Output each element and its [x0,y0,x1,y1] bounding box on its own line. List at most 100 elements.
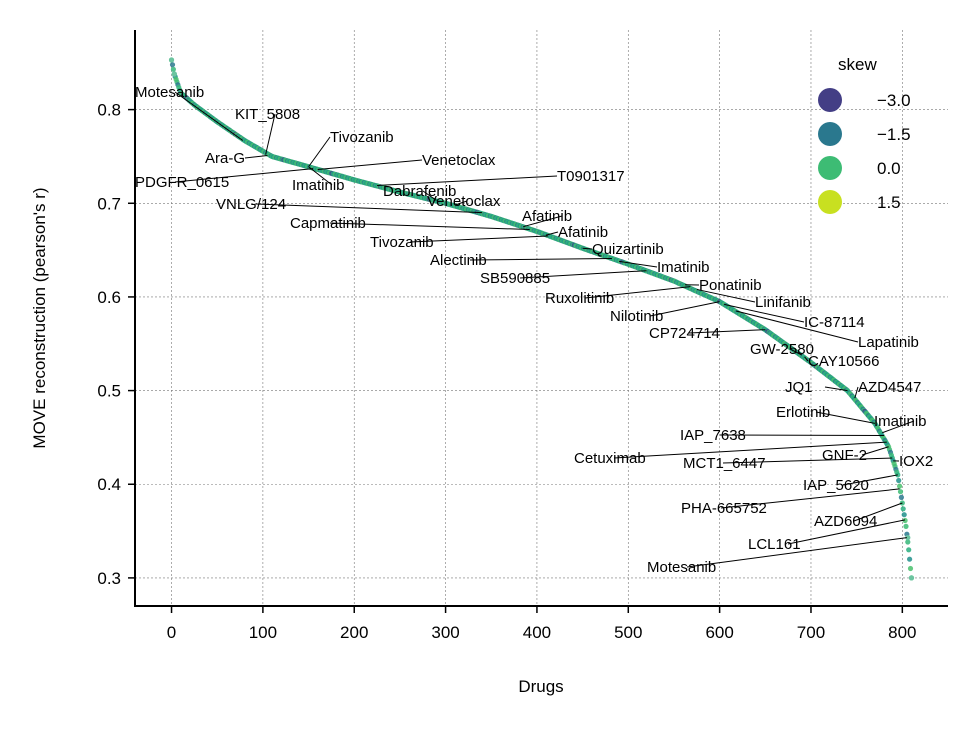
legend-marker [818,190,842,214]
annotation-label: Ara-G [205,150,245,167]
y-tick-label: 0.5 [97,382,121,401]
data-point [897,489,904,495]
annotation-label: Ponatinib [699,277,762,294]
annotation-leader [545,231,559,236]
annotation-leader [255,203,483,214]
y-axis-ticks: 0.3 0.4 0.5 0.6 0.7 0.8 [97,101,135,588]
annotation-label: CAY10566 [808,353,879,370]
annotation-leader [469,258,612,261]
annotation-label: Venetoclax [422,152,496,169]
annotation-label: T0901317 [557,168,625,185]
annotation-label: VNLG/124 [216,196,286,213]
y-axis-label: MOVE reconstruction (pearson's r) [30,187,49,448]
annotation-label: JQ1 [785,379,813,396]
legend-title: skew [838,55,877,74]
y-tick-label: 0.7 [97,194,121,213]
annotation-leader [853,502,903,522]
data-point [896,477,902,484]
annotation-leader [619,260,658,268]
grid-lines [135,30,948,606]
legend: skew −3.0 −1.5 0.0 1.5 [818,55,911,214]
annotation-label: IC-87114 [804,314,865,331]
annotation-leader [724,303,805,323]
annotation-label: Venetoclax [427,193,501,210]
legend-marker [818,88,842,112]
annotation-leader [174,91,244,141]
y-tick-label: 0.3 [97,569,121,588]
data-point [900,506,906,512]
annotation-label: Tivozanib [330,129,394,146]
data-point [902,517,908,524]
data-point [897,483,903,489]
x-tick-label: 200 [340,623,368,642]
annotation-label: Capmatinib [290,215,366,232]
annotation-leader [824,386,848,392]
legend-marker [818,122,842,146]
annotation-label: IAP_5620 [803,477,869,494]
data-point [895,472,901,478]
annotation-label: Imatinib [657,259,710,276]
annotation-leader [582,247,593,250]
annotation-leader [789,348,803,356]
x-axis-label: Drugs [518,677,563,696]
data-point [905,535,911,541]
annotation-leader [787,519,906,545]
data-point [907,556,913,562]
annotation-label: Motesanib [135,84,204,101]
annotation-label: Quizartinib [592,241,664,258]
data-point [168,57,175,63]
annotation-label: PHA-665752 [681,500,767,517]
legend-label: −1.5 [877,125,911,144]
annotation-label: IAP_7638 [680,427,746,444]
annotation-leader [882,420,915,434]
annotation-label: CP724714 [649,325,720,342]
x-tick-label: 0 [167,623,176,642]
x-tick-label: 300 [431,623,459,642]
data-point [905,539,911,545]
legend-label: 1.5 [877,193,901,212]
annotations: Motesanib KIT_5808 Tivozanib Ara-G Venetocla… [135,84,933,576]
annotation-label: MCT1_6447 [683,455,766,472]
annotation-leader [377,175,558,186]
annotation-leader [861,446,889,456]
annotation-label: Erlotinib [776,404,830,421]
annotation-label: Imatinib [874,413,927,430]
annotation-label: AZD4547 [858,379,921,396]
y-tick-label: 0.6 [97,288,121,307]
data-point [901,512,907,518]
annotation-label: Ruxolitinib [545,290,614,307]
annotation-leader [842,474,898,486]
x-axis-ticks: 0 100 200 300 400 500 600 700 800 [167,606,917,642]
data-point [903,523,909,530]
x-tick-label: 100 [249,623,277,642]
data-point [170,66,176,72]
annotation-leader [422,190,437,201]
annotation-label: LCL161 [748,536,801,553]
annotation-label: Dabrafenib [383,183,456,200]
annotation-label: Nilotinib [610,308,663,325]
annotation-leader [735,310,859,343]
annotation-leader [613,441,887,459]
annotation-label: Lapatinib [858,334,919,351]
annotation-label: Imatinib [292,177,345,194]
annotation-leader [686,537,907,568]
y-tick-label: 0.8 [97,101,121,120]
legend-label: −3.0 [877,91,911,110]
annotation-leader [265,113,276,155]
x-tick-label: 600 [705,623,733,642]
annotation-leader [523,215,563,228]
data-point [907,565,914,572]
annotation-label: KIT_5808 [235,106,300,123]
annotation-label: Afatinib [558,224,608,241]
annotation-leader [804,356,809,362]
annotation-leader [244,155,268,159]
annotation-leader [308,136,331,168]
annotation-label: Motesanib [647,559,716,576]
data-point [906,547,912,553]
annotation-leader [722,457,893,464]
annotation-label: IOX2 [899,453,933,470]
x-tick-label: 500 [614,623,642,642]
annotation-label: PDGFR_0615 [135,174,229,191]
annotation-leader [649,301,720,317]
y-tick-label: 0.4 [97,475,121,494]
